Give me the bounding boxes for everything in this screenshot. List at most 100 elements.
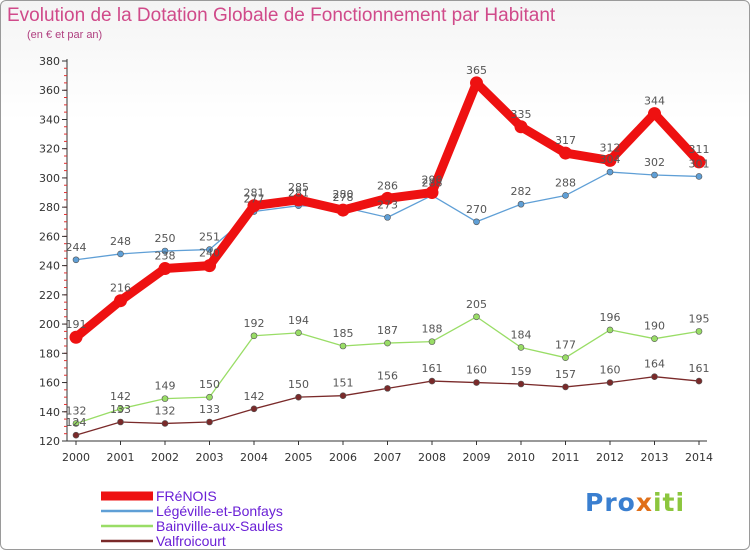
data-point: [69, 330, 83, 344]
data-label: 277: [244, 193, 265, 206]
x-tick-label: 2001: [107, 451, 135, 464]
x-tick-label: 2009: [463, 451, 491, 464]
data-label: 132: [66, 404, 87, 417]
y-tick-label: 320: [39, 143, 60, 156]
chart-title: Evolution de la Dotation Globale de Fonc…: [7, 5, 556, 26]
data-point: [428, 338, 436, 345]
x-tick-label: 2011: [552, 451, 580, 464]
y-tick-label: 120: [39, 435, 60, 448]
data-point: [517, 380, 525, 388]
data-label: 302: [644, 156, 665, 169]
data-point: [114, 294, 127, 308]
data-point: [206, 418, 213, 426]
data-label: 317: [555, 134, 576, 147]
data-label: 161: [422, 362, 443, 375]
data-point: [514, 120, 528, 134]
x-tick-label: 2003: [196, 451, 224, 464]
data-label: 156: [377, 369, 398, 382]
data-label: 188: [422, 323, 443, 336]
data-label: 150: [288, 378, 309, 391]
data-point: [473, 218, 480, 226]
data-point: [158, 262, 172, 276]
data-label: 344: [644, 95, 665, 108]
x-tick-label: 2008: [418, 451, 446, 464]
data-label: 124: [66, 416, 87, 429]
y-tick-label: 180: [39, 347, 60, 360]
data-label: 185: [333, 327, 354, 340]
data-label: 281: [288, 187, 309, 200]
proxiti-logo: Proxiti: [585, 488, 686, 517]
x-tick-label: 2014: [685, 451, 713, 464]
data-point: [384, 339, 391, 347]
data-label: 191: [66, 318, 87, 331]
data-label: 273: [377, 198, 398, 211]
data-label: 177: [555, 339, 576, 352]
data-label: 365: [466, 64, 487, 77]
x-tick-label: 2010: [507, 451, 535, 464]
data-label: 133: [199, 403, 220, 416]
x-tick-label: 2004: [240, 451, 268, 464]
y-tick-label: 160: [39, 377, 60, 390]
y-tick-label: 220: [39, 289, 60, 302]
data-label: 311: [689, 143, 710, 156]
data-label: 187: [377, 324, 398, 337]
chart-subtitle: (en € et par an): [27, 29, 103, 41]
data-label: 282: [511, 185, 532, 198]
data-label: 335: [511, 108, 532, 121]
data-point: [648, 107, 661, 121]
data-label: 244: [66, 241, 87, 254]
data-label: 216: [110, 282, 131, 295]
data-label: 301: [689, 157, 710, 170]
data-point: [295, 329, 302, 337]
data-point: [339, 342, 347, 350]
data-label: 132: [155, 404, 176, 417]
data-label: 205: [466, 298, 487, 311]
data-label: 151: [333, 377, 354, 390]
data-point: [72, 256, 80, 264]
legend-label: Légéville-et-Bonfays: [156, 503, 283, 519]
data-label: 142: [110, 390, 131, 403]
data-point: [339, 392, 347, 399]
data-point: [651, 335, 658, 342]
y-tick-label: 280: [39, 201, 60, 214]
data-point: [247, 199, 261, 213]
data-point: [161, 420, 169, 427]
y-tick-label: 260: [39, 230, 60, 243]
data-label: 281: [244, 187, 265, 200]
data-label: 194: [288, 314, 309, 327]
data-point: [203, 259, 216, 273]
y-tick-label: 140: [39, 406, 60, 419]
data-point: [206, 393, 213, 401]
data-point: [425, 186, 439, 200]
data-point: [206, 246, 213, 253]
data-point: [161, 247, 169, 255]
data-point: [295, 393, 302, 401]
data-label: 286: [377, 179, 398, 192]
data-point: [250, 405, 258, 413]
data-point: [517, 200, 525, 208]
data-label: 251: [199, 231, 220, 244]
data-label: 290: [422, 174, 443, 187]
data-label: 161: [689, 362, 710, 375]
data-label: 196: [600, 311, 621, 324]
data-label: 184: [511, 328, 532, 341]
data-label: 278: [333, 191, 354, 204]
data-label: 192: [244, 317, 265, 330]
data-point: [470, 76, 483, 90]
data-label: 160: [600, 364, 621, 377]
data-label: 240: [199, 247, 220, 260]
data-label: 248: [110, 235, 131, 248]
data-point: [606, 379, 614, 386]
y-tick-label: 340: [39, 113, 60, 126]
x-tick-label: 2012: [596, 451, 624, 464]
x-tick-label: 2005: [285, 451, 313, 464]
data-point: [72, 431, 80, 439]
y-tick-label: 240: [39, 260, 60, 273]
data-point: [606, 326, 614, 334]
data-label: 149: [155, 380, 176, 393]
data-point: [695, 173, 703, 180]
data-point: [117, 250, 124, 258]
legend-label: FRéNOIS: [156, 488, 217, 504]
series-0: [69, 76, 706, 344]
